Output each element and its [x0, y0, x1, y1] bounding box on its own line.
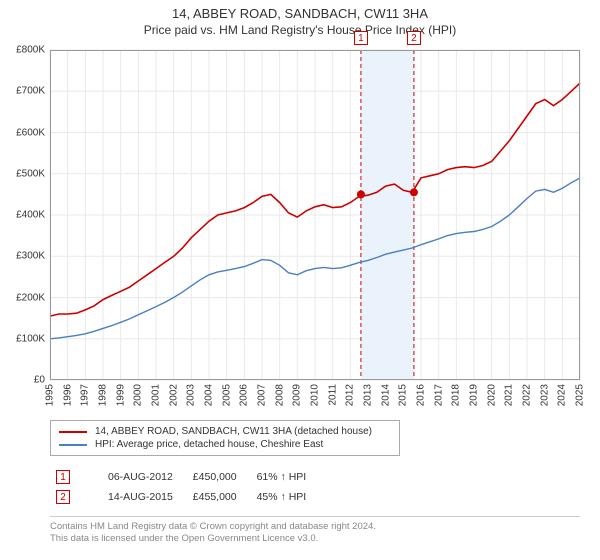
x-tick-label: 2007	[257, 384, 268, 406]
y-tick-label: £400K	[0, 210, 45, 221]
x-tick-label: 2023	[539, 384, 550, 406]
legend-swatch	[59, 444, 87, 446]
x-tick-label: 2013	[363, 384, 374, 406]
legend-row-series-2: HPI: Average price, detached house, Ches…	[59, 438, 391, 451]
x-tick-label: 2012	[345, 384, 356, 406]
x-tick-label: 2006	[239, 384, 250, 406]
sale-marker-icon: 2	[56, 490, 70, 504]
y-tick-label: £200K	[0, 292, 45, 303]
footer-line: This data is licensed under the Open Gov…	[50, 533, 580, 545]
table-row: 2 14-AUG-2015 £455,000 45% ↑ HPI	[52, 488, 320, 506]
x-tick-label: 2002	[168, 384, 179, 406]
page-subtitle: Price paid vs. HM Land Registry's House …	[0, 21, 600, 43]
x-tick-label: 2009	[292, 384, 303, 406]
x-tick-label: 2003	[186, 384, 197, 406]
x-tick-label: 2022	[522, 384, 533, 406]
y-tick-label: £100K	[0, 333, 45, 344]
page-title: 14, ABBEY ROAD, SANDBACH, CW11 3HA	[0, 0, 600, 21]
y-tick-label: £500K	[0, 168, 45, 179]
x-tick-label: 2008	[274, 384, 285, 406]
sale-marker-label: 1	[354, 31, 368, 45]
x-tick-label: 2011	[327, 384, 338, 406]
attribution-footer: Contains HM Land Registry data © Crown c…	[50, 516, 580, 546]
y-tick-label: £600K	[0, 127, 45, 138]
x-tick-label: 2014	[380, 384, 391, 406]
x-tick-label: 2015	[398, 384, 409, 406]
sale-vs-hpi: 45% ↑ HPI	[253, 488, 321, 506]
x-tick-label: 2017	[433, 384, 444, 406]
legend-row-series-1: 14, ABBEY ROAD, SANDBACH, CW11 3HA (deta…	[59, 425, 391, 438]
y-tick-label: £0	[0, 375, 45, 386]
sale-marker-icon: 1	[56, 470, 70, 484]
x-tick-label: 2001	[151, 384, 162, 406]
x-tick-label: 1997	[80, 384, 91, 406]
x-tick-label: 2025	[575, 384, 586, 406]
x-tick-label: 2016	[416, 384, 427, 406]
x-tick-label: 2019	[469, 384, 480, 406]
sales-table: 1 06-AUG-2012 £450,000 61% ↑ HPI 2 14-AU…	[50, 466, 322, 508]
sale-vs-hpi: 61% ↑ HPI	[253, 468, 321, 486]
x-tick-label: 2000	[133, 384, 144, 406]
sale-date: 06-AUG-2012	[86, 468, 187, 486]
x-tick-label: 2005	[221, 384, 232, 406]
sale-price: £455,000	[189, 488, 251, 506]
table-row: 1 06-AUG-2012 £450,000 61% ↑ HPI	[52, 468, 320, 486]
plot-area: £0£100K£200K£300K£400K£500K£600K£700K£80…	[50, 50, 580, 380]
x-tick-label: 1996	[62, 384, 73, 406]
plot-border	[50, 50, 580, 380]
x-tick-label: 2018	[451, 384, 462, 406]
x-tick-label: 1999	[115, 384, 126, 406]
x-tick-label: 2020	[486, 384, 497, 406]
y-tick-label: £800K	[0, 45, 45, 56]
sale-date: 14-AUG-2015	[86, 488, 187, 506]
x-tick-label: 2004	[204, 384, 215, 406]
legend-swatch	[59, 431, 87, 433]
x-tick-label: 1998	[98, 384, 109, 406]
legend: 14, ABBEY ROAD, SANDBACH, CW11 3HA (deta…	[50, 420, 400, 456]
sale-marker-label: 2	[407, 31, 421, 45]
legend-label: 14, ABBEY ROAD, SANDBACH, CW11 3HA (deta…	[95, 426, 372, 437]
y-tick-label: £300K	[0, 251, 45, 262]
x-tick-label: 2010	[310, 384, 321, 406]
x-tick-label: 2024	[557, 384, 568, 406]
y-tick-label: £700K	[0, 86, 45, 97]
sale-price: £450,000	[189, 468, 251, 486]
x-tick-label: 1995	[45, 384, 56, 406]
x-tick-label: 2021	[504, 384, 515, 406]
footer-line: Contains HM Land Registry data © Crown c…	[50, 521, 580, 533]
legend-label: HPI: Average price, detached house, Ches…	[95, 439, 323, 450]
